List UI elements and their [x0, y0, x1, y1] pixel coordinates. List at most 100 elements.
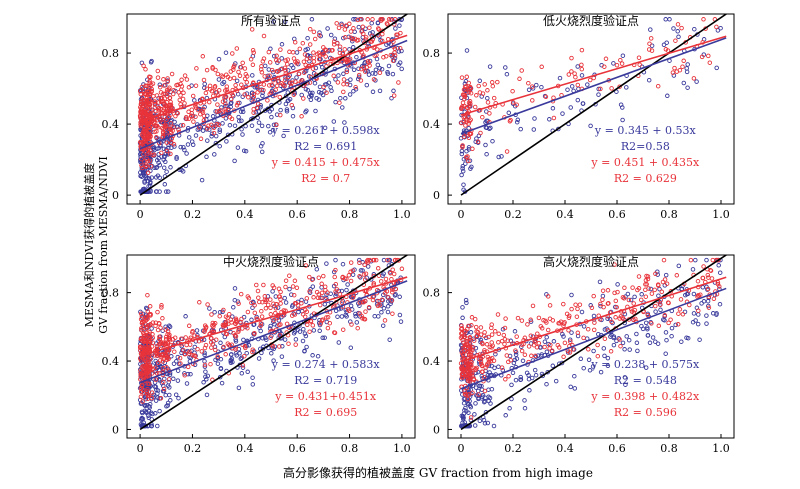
data-point	[222, 95, 227, 100]
data-point	[316, 56, 322, 62]
data-point	[270, 127, 276, 133]
data-point	[351, 26, 356, 31]
data-point	[609, 86, 614, 91]
data-point	[350, 272, 356, 277]
data-point	[462, 345, 467, 350]
data-point	[220, 81, 225, 86]
data-point	[149, 371, 155, 376]
data-point	[398, 319, 404, 324]
data-point	[143, 67, 148, 72]
data-point	[202, 364, 208, 369]
data-point	[268, 323, 273, 329]
data-point	[216, 56, 222, 62]
data-point	[202, 323, 208, 328]
data-point	[570, 347, 576, 352]
data-point	[386, 17, 392, 22]
data-point	[308, 287, 313, 292]
data-point	[685, 85, 690, 90]
data-point	[398, 30, 403, 36]
data-point	[504, 71, 510, 77]
data-point	[327, 320, 333, 326]
data-point	[244, 80, 250, 85]
data-point	[509, 382, 514, 388]
data-point	[359, 313, 364, 319]
data-point	[290, 284, 296, 289]
data-point	[561, 301, 566, 307]
data-point	[192, 333, 197, 338]
data-point	[337, 100, 342, 105]
data-point	[166, 126, 171, 132]
data-point	[469, 323, 474, 328]
data-point	[464, 300, 469, 306]
data-point	[392, 46, 398, 51]
data-point	[141, 152, 146, 157]
data-point	[473, 139, 478, 144]
data-point	[250, 349, 255, 355]
data-point	[496, 331, 502, 337]
data-point	[259, 70, 265, 75]
data-point	[696, 312, 701, 317]
regression-annotation: y = 0.274 + 0.583x	[271, 358, 381, 371]
data-point	[332, 274, 337, 280]
data-point	[241, 337, 246, 343]
data-point	[217, 129, 222, 134]
data-point	[567, 337, 573, 342]
identity-line	[460, 255, 728, 431]
data-point	[611, 61, 616, 66]
data-point	[522, 405, 528, 411]
data-point	[470, 146, 475, 152]
data-point	[389, 95, 394, 101]
regression-annotation: R2 = 0.548	[614, 374, 677, 387]
data-point	[522, 398, 527, 403]
data-point	[265, 294, 271, 299]
data-point	[464, 336, 470, 341]
data-point	[294, 75, 299, 80]
data-point	[317, 84, 323, 90]
data-point	[145, 381, 151, 386]
data-point	[569, 69, 574, 74]
red-regression-line	[139, 34, 408, 123]
data-point	[228, 104, 233, 110]
data-point	[503, 377, 508, 382]
data-point	[624, 85, 629, 90]
data-point	[485, 100, 491, 105]
data-point	[484, 342, 490, 347]
data-point	[217, 374, 223, 380]
data-point	[615, 289, 620, 295]
data-point	[183, 314, 188, 319]
data-point	[562, 340, 568, 346]
data-point	[166, 377, 172, 382]
data-point	[275, 79, 281, 84]
data-point	[163, 392, 168, 398]
data-point	[139, 84, 145, 90]
data-point	[547, 117, 552, 122]
data-point	[647, 340, 653, 346]
data-point	[253, 110, 259, 115]
data-point	[649, 321, 654, 326]
data-point	[146, 84, 151, 89]
data-point	[491, 358, 497, 363]
data-point	[588, 303, 593, 308]
data-point	[228, 317, 234, 322]
data-point	[353, 314, 358, 319]
data-point	[289, 63, 294, 68]
data-point	[211, 324, 216, 330]
data-point	[459, 172, 464, 178]
data-point	[144, 306, 150, 312]
data-point	[373, 71, 378, 76]
data-point	[208, 361, 213, 367]
x-tick-label: 0.8	[660, 208, 678, 221]
data-point	[331, 39, 337, 44]
data-point	[250, 62, 256, 68]
data-point	[258, 323, 263, 329]
data-point	[137, 345, 143, 350]
data-point	[260, 346, 266, 352]
data-point	[333, 281, 339, 287]
data-point	[466, 114, 471, 119]
data-point	[303, 333, 309, 339]
data-point	[325, 290, 330, 295]
data-point	[184, 342, 189, 348]
data-point	[532, 367, 538, 373]
data-point	[174, 156, 179, 161]
